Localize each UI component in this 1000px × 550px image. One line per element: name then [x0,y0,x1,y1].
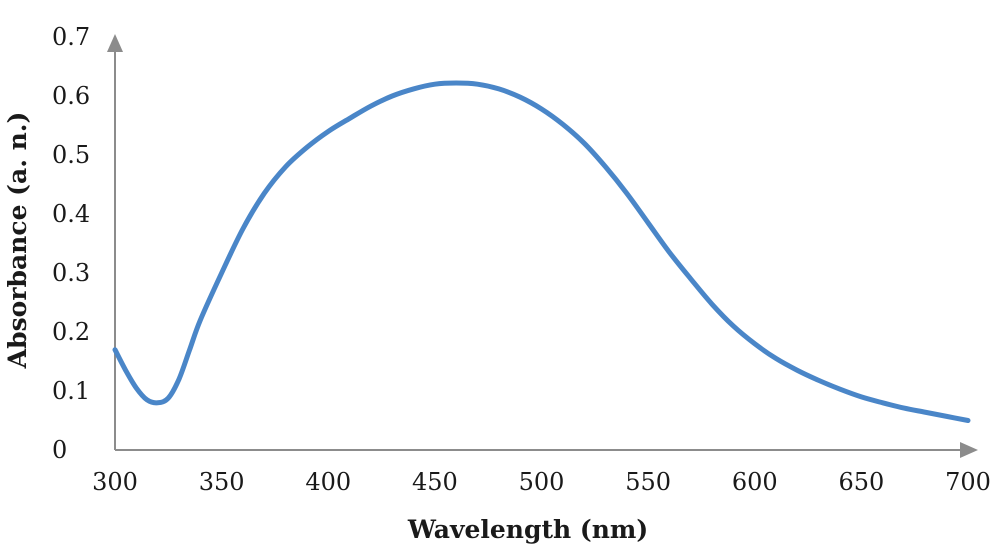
y-tick-label: 0.2 [52,318,90,346]
x-axis-title: Wavelength (nm) [407,515,648,544]
y-tick-labels: 0 0.1 0.2 0.3 0.4 0.5 0.6 0.7 [52,23,90,464]
y-tick-label: 0.5 [52,141,90,169]
absorbance-series-line [112,80,971,423]
y-axis-arrowhead [107,34,123,52]
x-tick-label: 350 [199,468,245,496]
x-axis [115,442,978,458]
x-tick-label: 600 [732,468,778,496]
x-axis-arrowhead [960,442,978,458]
x-tick-labels: 300 350 400 450 500 550 600 650 700 [92,468,991,496]
y-tick-label: 0.6 [52,82,90,110]
y-tick-label: 0 [52,436,67,464]
x-tick-label: 450 [412,468,458,496]
y-tick-label: 0.3 [52,259,90,287]
x-tick-label: 400 [305,468,351,496]
x-tick-label: 500 [519,468,565,496]
y-axis [107,34,123,450]
y-tick-label: 0.4 [52,200,90,228]
y-tick-label: 0.7 [52,23,90,51]
x-tick-label: 300 [92,468,138,496]
x-tick-label: 650 [838,468,884,496]
x-tick-label: 700 [945,468,991,496]
y-tick-label: 0.1 [52,377,90,405]
x-tick-label: 550 [625,468,671,496]
y-axis-title: Absorbance (a. n.) [3,112,32,370]
